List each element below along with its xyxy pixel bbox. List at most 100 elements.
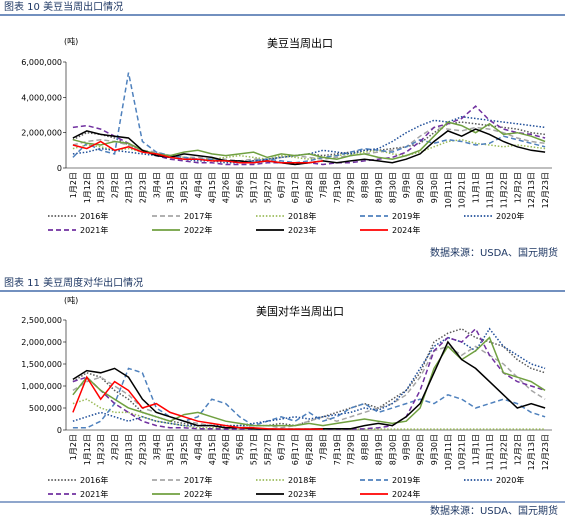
x-tick-label: 1月23日 (97, 172, 106, 203)
x-tick-label: 7月19日 (333, 434, 342, 465)
x-tick-label: 10月11日 (444, 172, 453, 208)
x-tick-label: 5月27日 (263, 172, 272, 203)
y-tick-label: 2,000,000 (21, 338, 62, 347)
x-tick-label: 9月30日 (430, 172, 439, 203)
x-tick-label: 6月17日 (291, 172, 300, 203)
x-tick-label: 1月12日 (83, 434, 92, 465)
x-tick-label: 3月15日 (166, 172, 175, 203)
series-line (72, 140, 323, 164)
y-tick-label: 1,000,000 (21, 382, 62, 391)
y-tick-label: 0 (57, 426, 62, 435)
legend-label: 2021年 (80, 225, 108, 235)
y-tick-label: 0 (57, 164, 62, 173)
x-tick-label: 7月29日 (347, 172, 356, 203)
legend-label: 2024年 (392, 225, 420, 235)
x-tick-label: 6月17日 (291, 434, 300, 465)
series-line (72, 327, 546, 430)
x-tick-label: 12月13日 (527, 434, 536, 470)
x-tick-label: 2月23日 (138, 172, 147, 203)
legend-label: 2022年 (184, 225, 212, 235)
x-tick-label: 9月30日 (430, 434, 439, 465)
x-tick-label: 4月4日 (194, 172, 203, 198)
x-tick-label: 4月26日 (222, 172, 231, 203)
legend-label: 2018年 (288, 475, 316, 485)
x-tick-label: 7月8日 (319, 434, 328, 460)
y-tick-label: 500,000 (29, 404, 62, 413)
series-line (72, 340, 546, 430)
x-tick-label: 5月17日 (249, 172, 258, 203)
series-line (72, 398, 546, 430)
x-tick-label: 8月30日 (388, 434, 397, 465)
x-tick-label: 2月2日 (111, 434, 120, 460)
x-tick-label: 8月30日 (388, 172, 397, 203)
legend-label: 2023年 (288, 225, 316, 235)
legend-label: 2017年 (184, 211, 212, 221)
x-tick-label: 3月15日 (166, 434, 175, 465)
x-tick-label: 11月11日 (486, 434, 495, 470)
series-line (72, 72, 546, 164)
series-line (72, 116, 546, 164)
legend-label: 2023年 (288, 489, 316, 499)
x-tick-label: 11月1日 (472, 172, 481, 203)
x-tick-label: 7月19日 (333, 172, 342, 203)
x-tick-label: 11月11日 (486, 172, 495, 208)
x-tick-label: 9月20日 (416, 172, 425, 203)
x-tick-label: 12月2日 (513, 172, 522, 203)
x-tick-label: 10月21日 (458, 172, 467, 208)
x-tick-label: 4月15日 (208, 172, 217, 203)
y-axis-label: (吨) (64, 36, 78, 46)
x-tick-label: 4月15日 (208, 434, 217, 465)
series-line (72, 345, 546, 429)
x-tick-label: 3月25日 (180, 434, 189, 465)
x-tick-label: 6月28日 (305, 172, 314, 203)
legend-label: 2024年 (392, 489, 420, 499)
x-tick-label: 6月28日 (305, 434, 314, 465)
legend-label: 2016年 (80, 475, 108, 485)
series-line (72, 327, 546, 427)
series-line (72, 128, 546, 166)
y-tick-label: 1,500,000 (21, 360, 62, 369)
x-tick-label: 8月8日 (361, 172, 370, 198)
series-line (72, 336, 546, 427)
x-tick-label: 5月27日 (263, 434, 272, 465)
source: 数据来源：USDA、国元期货 (430, 246, 558, 259)
series-line (72, 375, 323, 430)
y-axis-label: (吨) (64, 295, 78, 305)
y-tick-label: 6,000,000 (21, 58, 62, 67)
x-tick-label: 1月23日 (97, 434, 106, 465)
x-tick-label: 12月23日 (541, 172, 550, 208)
x-tick-label: 12月23日 (541, 434, 550, 470)
chart-title: 美国对华当周出口 (256, 304, 344, 318)
legend-label: 2018年 (288, 211, 316, 221)
x-tick-label: 3月4日 (152, 172, 161, 198)
x-tick-label: 6月7日 (277, 172, 286, 198)
x-tick-label: 1月2日 (69, 172, 78, 198)
x-tick-label: 8月19日 (374, 172, 383, 203)
x-tick-label: 2月2日 (111, 172, 120, 198)
legend-label: 2016年 (80, 211, 108, 221)
x-tick-label: 4月26日 (222, 434, 231, 465)
y-tick-label: 2,000,000 (21, 129, 62, 138)
x-tick-label: 1月12日 (83, 172, 92, 203)
x-tick-label: 7月29日 (347, 434, 356, 465)
x-tick-label: 11月1日 (472, 434, 481, 465)
x-tick-label: 12月13日 (527, 172, 536, 208)
chart-title: 美豆当周出口 (267, 36, 333, 50)
legend-label: 2019年 (392, 211, 420, 221)
x-tick-label: 6月7日 (277, 434, 286, 460)
x-tick-label: 8月8日 (361, 434, 370, 460)
x-tick-label: 9月20日 (416, 434, 425, 465)
x-tick-label: 9月9日 (402, 172, 411, 198)
legend-label: 2020年 (496, 211, 524, 221)
x-tick-label: 3月4日 (152, 434, 161, 460)
series-line (72, 367, 546, 429)
y-tick-label: 4,000,000 (21, 93, 62, 102)
x-tick-label: 11月22日 (499, 434, 508, 470)
x-tick-label: 5月6日 (236, 172, 245, 198)
legend-label: 2017年 (184, 475, 212, 485)
x-tick-label: 12月2日 (513, 434, 522, 465)
x-tick-label: 2月13日 (124, 434, 133, 465)
x-tick-label: 11月22日 (499, 172, 508, 208)
caption: 图表 10 美豆当周出口情况 (4, 0, 123, 13)
